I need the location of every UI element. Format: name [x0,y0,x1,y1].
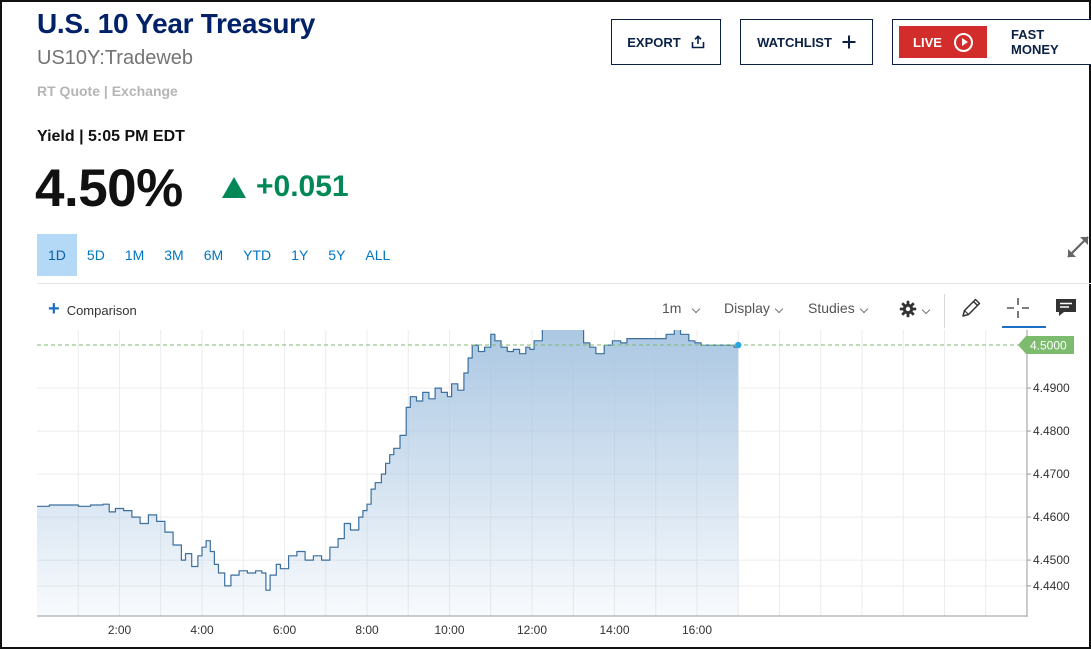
chevron-down-icon [774,304,784,314]
page-title: U.S. 10 Year Treasury [37,8,316,39]
up-arrow-icon [222,176,246,198]
interval-label: 1m [662,300,682,316]
x-tick-label: 4:00 [190,623,214,637]
share-icon [691,35,705,49]
plus-icon [842,35,856,49]
header-divider [37,283,1091,284]
area-fill [37,330,739,616]
chevron-down-icon [692,304,701,314]
quote-source: RT Quote | Exchange [37,83,178,99]
display-label: Display [724,300,770,316]
live-tag: LIVE [899,26,988,58]
last-value-label: 4.5000 [1030,339,1067,353]
range-tab-5y[interactable]: 5Y [328,247,346,263]
range-tab-1m[interactable]: 1M [124,247,145,263]
range-tab-all[interactable]: ALL [365,247,391,263]
crosshair-icon[interactable] [1005,296,1031,320]
chevron-down-icon [859,304,868,314]
chevron-down-icon [921,305,931,315]
display-dropdown[interactable]: Display [724,300,784,316]
live-label: LIVE [913,34,942,50]
export-label: EXPORT [627,34,681,50]
last-value-badge [1018,336,1074,355]
y-tick-label: 4.4500 [1033,553,1070,567]
y-tick-label: 4.4600 [1033,510,1070,524]
export-button[interactable]: EXPORT [611,19,721,65]
last-point [735,341,742,349]
price-change: +0.051 [222,170,349,204]
yield-timestamp: Yield | 5:05 PM EDT [37,128,185,145]
x-tick-label: 10:00 [434,623,464,637]
x-tick-label: 8:00 [355,623,379,637]
x-tick-label: 12:00 [517,623,547,637]
comparison-label: Comparison [66,303,137,318]
settings-dropdown[interactable] [899,300,931,318]
pencil-icon[interactable] [958,296,984,320]
play-icon [953,32,973,52]
x-tick-label: 16:00 [682,623,712,637]
comment-icon[interactable] [1053,296,1079,320]
range-tab-6m[interactable]: 6M [203,247,224,263]
active-tool-indicator [1002,326,1046,328]
watchlist-button[interactable]: WATCHLIST [740,19,873,65]
range-tab-1y[interactable]: 1Y [291,247,309,263]
symbol-label: US10Y:Tradeweb [37,47,194,69]
x-tick-label: 6:00 [273,623,297,637]
interval-dropdown[interactable]: 1m [662,300,701,316]
range-selector: 1D 5D 1M 3M 6M YTD 1Y 5Y ALL [37,234,400,276]
live-fast-money-button[interactable]: LIVE FAST MONEY [892,19,1091,65]
toolbar-divider [944,294,945,328]
studies-dropdown[interactable]: Studies [808,300,868,316]
x-tick-label: 14:00 [599,623,629,637]
range-tab-ytd[interactable]: YTD [243,247,272,263]
yield-chart[interactable]: 2:00 4:00 6:00 8:00 10:00 12:00 14:00 16:00 4.49… [0,330,1091,647]
plus-icon: + [48,298,60,320]
series-line [37,330,739,591]
fast-money-label: FAST MONEY [1011,27,1059,57]
x-tick-label: 2:00 [108,623,132,637]
y-tick-label: 4.4900 [1033,381,1070,395]
y-tick-label: 4.4700 [1033,467,1070,481]
price-value: 4.50% [35,159,183,218]
comparison-button[interactable]: + Comparison [48,298,137,320]
watchlist-label: WATCHLIST [757,34,832,50]
range-tab-5d[interactable]: 5D [86,247,105,263]
gear-icon [899,300,917,318]
y-tick-label: 4.4800 [1033,424,1070,438]
change-value: +0.051 [256,170,349,203]
range-tab-1d[interactable]: 1D [37,234,77,276]
y-tick-label: 4.4400 [1033,579,1070,593]
studies-label: Studies [808,300,855,316]
expand-icon[interactable] [1065,234,1091,260]
range-tab-3m[interactable]: 3M [164,247,184,263]
